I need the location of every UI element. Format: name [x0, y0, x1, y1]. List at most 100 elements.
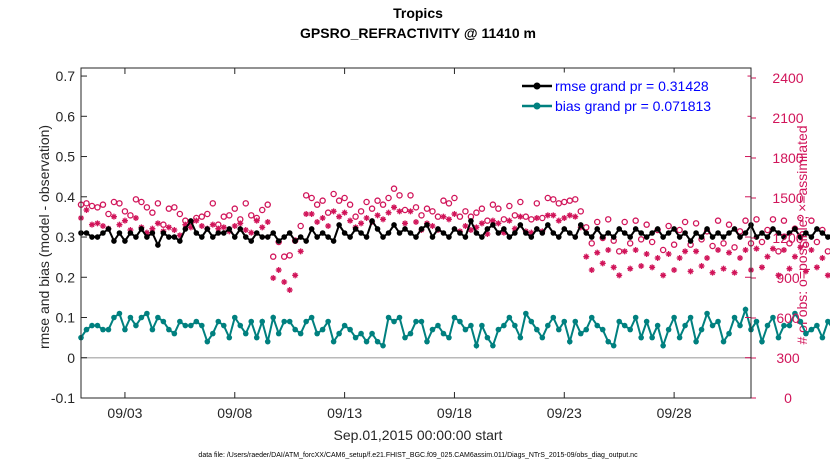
bias-data-point: [413, 318, 419, 325]
bias-data-point: [292, 326, 298, 333]
assimilated-count-point: [671, 267, 678, 273]
bias-data-point: [424, 338, 430, 345]
assimilated-count-point: [709, 269, 716, 276]
rmse-data-point: [759, 230, 765, 236]
rmse-data-point: [665, 230, 672, 236]
bias-data-point: [380, 342, 386, 349]
bias-data-point: [468, 322, 474, 329]
possible-count-point: [731, 244, 738, 251]
bias-data-point: [775, 334, 782, 341]
bias-data-point: [792, 310, 798, 317]
y2-tick-label: 1800: [772, 150, 803, 166]
legend-rmse-marker: [533, 82, 541, 90]
rmse-data-point: [484, 226, 491, 232]
x-tick-label: 09/28: [657, 405, 692, 421]
bias-data-point: [451, 314, 458, 321]
bias-data-point: [155, 314, 161, 321]
bias-data-point: [440, 330, 447, 337]
assimilated-count-point: [555, 217, 562, 224]
bias-data-point: [715, 318, 721, 325]
bias-data-point: [671, 314, 677, 321]
possible-count-point: [264, 201, 271, 208]
assimilated-count-point: [643, 251, 650, 257]
assimilated-count-point: [440, 213, 447, 220]
assimilated-count-point: [451, 211, 458, 217]
assimilated-count-point: [303, 211, 310, 217]
bias-data-point: [605, 338, 612, 345]
bias-data-point: [484, 334, 491, 341]
rmse-data-point: [237, 226, 244, 232]
bias-data-point: [660, 342, 666, 349]
rmse-data-point: [473, 230, 480, 236]
bias-data-point: [303, 318, 309, 325]
rmse-data-point: [539, 230, 546, 236]
rmse-data-point: [468, 218, 474, 224]
y-tick-label: 0.6: [56, 108, 76, 124]
assimilated-count-point: [149, 225, 156, 232]
possible-count-point: [522, 213, 530, 220]
bias-data-point: [89, 322, 95, 329]
rmse-data-point: [770, 226, 776, 232]
possible-count-point: [720, 240, 727, 247]
assimilated-count-point: [775, 272, 782, 279]
assimilated-count-point: [143, 229, 150, 236]
possible-count-point: [484, 217, 491, 224]
possible-count-point: [396, 192, 403, 199]
possible-count-point: [88, 202, 96, 210]
bias-data-point: [638, 334, 644, 341]
bias-data-point: [742, 306, 749, 313]
assimilated-count-point: [198, 223, 205, 229]
data-file-footnote: data file: /Users/raeder/DAI/ATM_forcXX/…: [198, 452, 638, 459]
assimilated-count-point: [467, 227, 474, 233]
rmse-data-point: [105, 226, 112, 232]
rmse-data-point: [155, 242, 161, 248]
possible-count-point: [116, 200, 123, 207]
rmse-data-point: [501, 226, 507, 232]
bias-data-point: [583, 326, 590, 333]
bias-data-point: [720, 338, 727, 345]
x-tick-label: 09/13: [327, 405, 362, 421]
rmse-data-point: [660, 234, 666, 240]
rmse-data-point: [786, 230, 793, 236]
y-tick-label: 0.1: [56, 310, 76, 326]
possible-count-point: [550, 196, 557, 203]
possible-count-point: [462, 208, 469, 215]
y2-tick-label: 600: [776, 310, 800, 326]
assimilated-count-point: [726, 249, 733, 256]
possible-count-point: [280, 253, 288, 260]
possible-count-point: [517, 198, 524, 206]
rmse-data-point: [242, 234, 249, 240]
possible-count-point: [209, 200, 217, 207]
possible-count-point: [780, 217, 788, 224]
rmse-data-point: [594, 226, 601, 232]
rmse-data-point: [671, 226, 677, 232]
possible-count-point: [121, 208, 129, 215]
possible-count-point: [83, 200, 90, 207]
assimilated-count-point: [462, 223, 469, 229]
bias-data-point: [566, 338, 573, 345]
rmse-data-point: [577, 222, 584, 228]
possible-count-point: [412, 204, 420, 211]
rmse-data-point: [462, 234, 469, 240]
possible-count-point: [528, 216, 535, 223]
possible-count-point: [451, 194, 458, 202]
possible-count-point: [539, 214, 546, 222]
assimilated-count-point: [396, 208, 403, 215]
possible-count-point: [676, 226, 683, 234]
bias-data-point: [177, 318, 183, 325]
possible-count-point: [786, 240, 793, 247]
rmse-data-point: [264, 234, 271, 240]
assimilated-count-point: [610, 264, 617, 271]
rmse-data-point: [726, 230, 732, 236]
possible-count-point: [297, 222, 304, 230]
assimilated-count-point: [660, 272, 667, 279]
x-tick-label: 09/23: [547, 405, 582, 421]
y2-tick-label: 2100: [772, 110, 803, 126]
assimilated-count-point: [281, 279, 288, 285]
bias-data-point: [808, 326, 815, 333]
possible-count-point: [808, 217, 815, 224]
bias-data-point: [737, 322, 743, 329]
legend-bias-marker: [533, 102, 541, 110]
rmse-data-point: [336, 222, 342, 228]
assimilated-count-point: [495, 220, 502, 227]
